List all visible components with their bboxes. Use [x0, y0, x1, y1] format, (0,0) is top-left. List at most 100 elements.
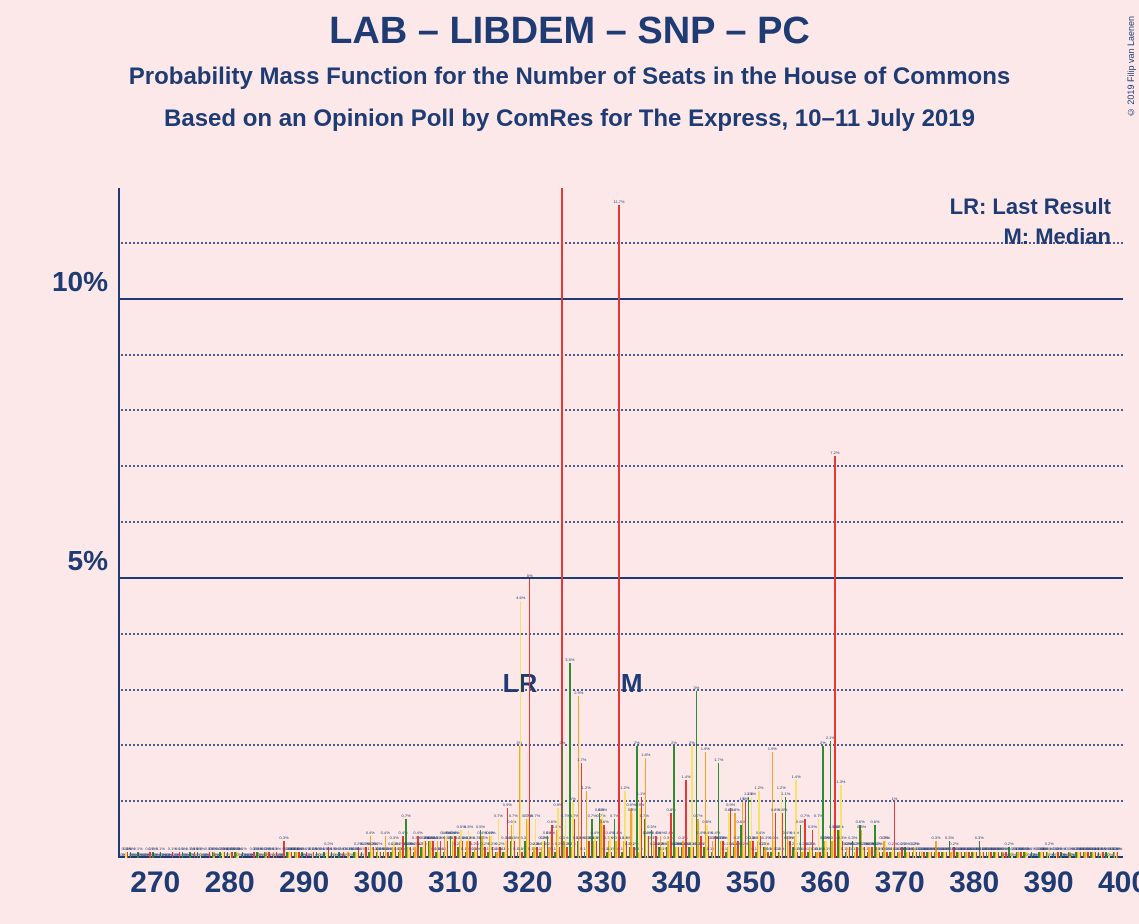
bar-value-label: 0.2% — [873, 842, 882, 846]
bar-value-label: 0.1% — [238, 847, 247, 851]
bar-value-label: 3% — [694, 686, 700, 690]
y-tick-label: 5% — [68, 545, 108, 577]
bar: 0.1% — [298, 852, 299, 858]
x-tick-label: 300 — [354, 866, 404, 900]
x-tick-label: 320 — [502, 866, 552, 900]
bar: 0.4% — [700, 836, 701, 858]
bar: 0.6% — [551, 825, 552, 859]
bar-value-label: 0.3% — [932, 836, 941, 840]
bar-value-label: 0.2% — [373, 842, 382, 846]
bar-value-label: 1.9% — [768, 747, 777, 751]
bar-value-label: 1.1% — [781, 792, 790, 796]
bar: 0.1% — [127, 852, 128, 858]
bar-value-label: 0.3% — [390, 836, 399, 840]
x-tick-label: 340 — [651, 866, 701, 900]
bar: 0.1% — [1087, 852, 1088, 858]
x-tick-label: 270 — [130, 866, 180, 900]
bar: 0.1% — [1080, 852, 1081, 858]
bar: 0.1% — [1057, 852, 1058, 858]
bar: 0.1% — [1095, 852, 1096, 858]
bar-value-label: 1.1% — [747, 792, 756, 796]
bar-value-label: 0.7% — [531, 814, 540, 818]
bar-value-label: 1.2% — [777, 786, 786, 790]
bar: 0.1% — [990, 852, 991, 858]
bar: 0.1% — [767, 852, 768, 858]
marker-m: M — [621, 668, 643, 699]
bar: 1.1% — [641, 797, 642, 858]
bar: 0.2% — [566, 847, 567, 858]
bar-value-label: 1.4% — [792, 775, 801, 779]
bar: 0.1% — [1020, 852, 1021, 858]
bar-value-label: 0.2% — [949, 842, 958, 846]
bar-value-label: 3.5% — [565, 658, 574, 662]
bar: 0.1% — [923, 852, 924, 858]
gridline — [118, 354, 1123, 356]
bar-value-label: 0.7% — [509, 814, 518, 818]
bar-value-label: 0.2% — [1004, 842, 1013, 846]
bar-value-label: 0.3% — [719, 836, 728, 840]
x-tick-label: 330 — [577, 866, 627, 900]
bar: 0.2% — [559, 847, 560, 858]
bar: 0.1% — [827, 852, 828, 858]
bar: 0.1% — [380, 852, 381, 858]
bar-value-label: 2% — [820, 741, 826, 745]
bar: 11.7% — [618, 205, 619, 858]
bar: 0.1% — [291, 852, 292, 858]
x-tick-label: 400 — [1098, 866, 1139, 900]
bar-value-label: 0.9% — [503, 803, 512, 807]
bar-value-label: 0.6% — [870, 820, 879, 824]
bar-value-label: 11.7% — [613, 200, 624, 204]
bar-value-label: 2% — [560, 741, 566, 745]
bar-value-label: 0.7% — [588, 814, 597, 818]
bar: 0.9% — [730, 808, 731, 858]
bar-value-label: 0.9% — [726, 803, 735, 807]
bar: 0.1% — [819, 852, 820, 858]
bar: 0.1% — [961, 852, 962, 858]
bar-value-label: 0.5% — [476, 825, 485, 829]
gridline — [118, 298, 1123, 300]
bar: 0.1% — [983, 852, 984, 858]
legend-median: M: Median — [1003, 224, 1111, 250]
bar-value-label: 0.8% — [598, 808, 607, 812]
bar-value-label: 0.7% — [494, 814, 503, 818]
bar: 3.5% — [569, 663, 570, 858]
x-tick-label: 360 — [800, 866, 850, 900]
chart-subtitle-2: Based on an Opinion Poll by ComRes for T… — [0, 105, 1139, 133]
bar: 0.3% — [477, 841, 478, 858]
bar-value-label: 0.8% — [731, 808, 740, 812]
bar: 0.1% — [968, 852, 969, 858]
bar-value-label: 1.2% — [620, 786, 629, 790]
bar: 1.4% — [685, 780, 686, 858]
x-tick-label: 390 — [1024, 866, 1074, 900]
bar: 0.1% — [879, 852, 880, 858]
bar: 0.4% — [655, 836, 656, 858]
x-tick-label: 280 — [205, 866, 255, 900]
bar-value-label: 1.9% — [701, 747, 710, 751]
gridline — [118, 242, 1123, 244]
bar: 2.9% — [578, 696, 579, 858]
bar-value-label: 1.2% — [582, 786, 591, 790]
bar-value-label: 0.4% — [486, 831, 495, 835]
bar-value-label: 1.3% — [836, 780, 845, 784]
bar: 0.1% — [149, 852, 150, 858]
bar-value-label: 0.3% — [848, 836, 857, 840]
bar-value-label: 0.7% — [693, 814, 702, 818]
bar: 0.1% — [313, 852, 314, 858]
legend-last-result: LR: Last Result — [950, 194, 1111, 220]
gridline — [118, 409, 1123, 411]
bar-value-label: 0.6% — [547, 820, 556, 824]
bar: 0.1% — [946, 852, 947, 858]
gridline — [118, 800, 1123, 802]
bar: 0.1% — [886, 852, 887, 858]
bar-value-label: 2.9% — [574, 691, 583, 695]
bar: 0.2% — [871, 847, 872, 858]
bar: 0.3% — [447, 841, 448, 858]
bar: 0.3% — [588, 841, 589, 858]
bar-value-label: 0.3% — [945, 836, 954, 840]
bar-value-label: 0.6% — [600, 820, 609, 824]
bar: 0.1% — [909, 852, 910, 858]
bar-value-label: 5% — [527, 574, 533, 578]
bar-value-label: 1.4% — [681, 775, 690, 779]
y-axis — [118, 188, 120, 858]
bar-value-label: 0.7% — [401, 814, 410, 818]
